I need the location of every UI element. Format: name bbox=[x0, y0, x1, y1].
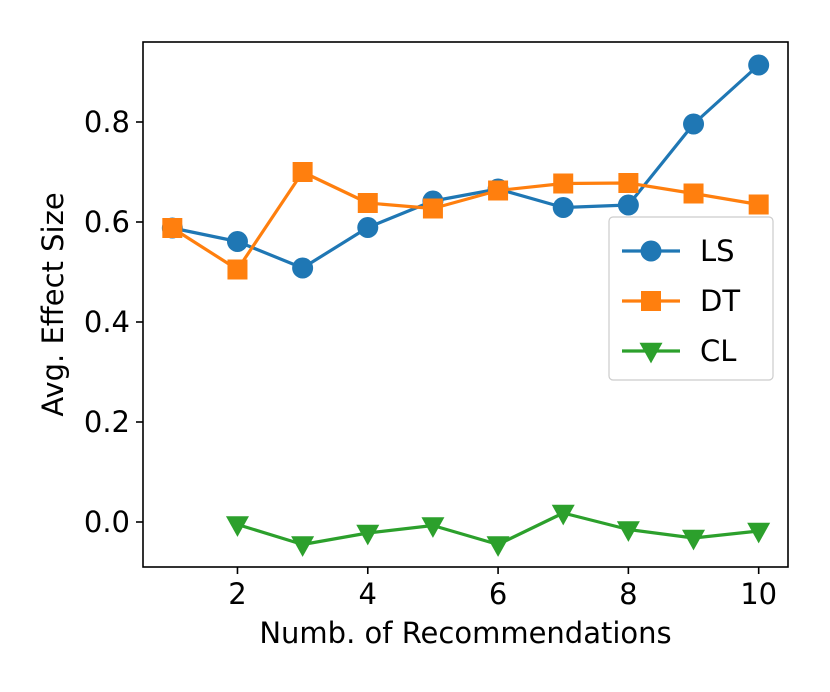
series-cl bbox=[225, 504, 771, 557]
legend: LS DT CL bbox=[608, 216, 774, 381]
plot-frame bbox=[142, 41, 789, 568]
x-tick-label: 6 bbox=[489, 577, 507, 611]
x-tick-label: 10 bbox=[740, 577, 777, 611]
data-point-ls-9 bbox=[683, 113, 705, 135]
data-point-cl-10 bbox=[747, 522, 771, 544]
data-point-dt-3 bbox=[292, 162, 313, 182]
legend-label-dt: DT bbox=[700, 284, 740, 318]
legend-marker-dt bbox=[641, 291, 661, 311]
y-tick-label: 0.2 bbox=[84, 405, 130, 439]
data-point-cl-4 bbox=[356, 524, 380, 546]
axes-layer: 2 4 6 8 10 0.0 0.2 0.4 0.6 0.8 Numb. of Recommenda… bbox=[36, 41, 789, 650]
data-point-dt-4 bbox=[357, 193, 378, 213]
series-line-ls bbox=[171, 63, 760, 270]
data-point-cl-6 bbox=[486, 536, 510, 557]
y-axis-label: Avg. Effect Size bbox=[36, 192, 70, 416]
data-point-cl-5 bbox=[421, 517, 445, 538]
data-point-dt-1 bbox=[162, 218, 183, 238]
data-point-ls-10 bbox=[748, 54, 770, 76]
x-tick-label: 8 bbox=[619, 577, 637, 611]
data-point-ls-7 bbox=[552, 197, 574, 218]
legend-box bbox=[608, 216, 774, 381]
y-tick-label: 0.8 bbox=[84, 105, 130, 139]
y-tick-label: 0.6 bbox=[84, 205, 130, 239]
data-point-ls-3 bbox=[292, 257, 314, 279]
data-point-dt-10 bbox=[748, 194, 769, 215]
data-point-dt-9 bbox=[683, 183, 704, 204]
legend-label-cl: CL bbox=[700, 334, 736, 368]
series-layer bbox=[161, 54, 771, 557]
data-point-dt-5 bbox=[422, 198, 443, 219]
x-tick-label: 4 bbox=[359, 577, 377, 611]
data-point-dt-8 bbox=[618, 173, 639, 193]
data-point-cl-2 bbox=[225, 516, 249, 537]
legend-label-ls: LS bbox=[700, 234, 735, 268]
data-point-cl-7 bbox=[551, 504, 575, 526]
data-point-dt-6 bbox=[488, 180, 509, 201]
data-point-cl-3 bbox=[291, 536, 315, 557]
data-point-dt-2 bbox=[227, 259, 248, 280]
series-line-dt bbox=[171, 170, 759, 272]
data-point-ls-2 bbox=[226, 231, 248, 252]
series-dt bbox=[162, 162, 769, 280]
x-tick-label: 2 bbox=[228, 577, 246, 611]
data-point-ls-8 bbox=[617, 194, 639, 216]
x-axis-label: Numb. of Recommendations bbox=[259, 616, 671, 650]
data-point-cl-9 bbox=[682, 529, 706, 551]
data-point-cl-8 bbox=[616, 521, 640, 542]
data-point-dt-7 bbox=[553, 173, 574, 194]
data-point-ls-4 bbox=[357, 217, 379, 238]
legend-marker-cl bbox=[639, 342, 663, 364]
legend-marker-ls bbox=[640, 240, 662, 262]
y-tick-label: 0.0 bbox=[84, 505, 130, 539]
y-tick-label: 0.4 bbox=[84, 305, 130, 339]
